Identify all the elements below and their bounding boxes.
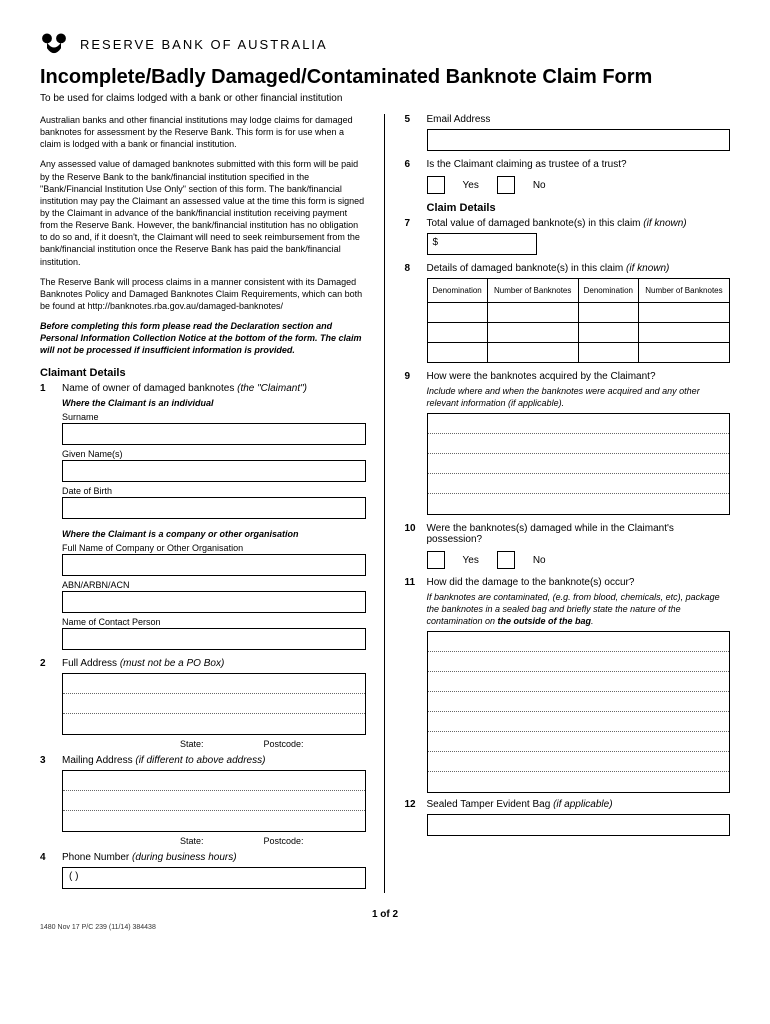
form-subtitle: To be used for claims lodged with a bank…	[40, 93, 730, 104]
full-address-input[interactable]	[62, 673, 366, 735]
intro-p1: Australian banks and other financial ins…	[40, 114, 366, 150]
table-row[interactable]	[427, 343, 730, 363]
email-input[interactable]	[427, 129, 731, 151]
q10-text: Were the banknotes(s) damaged while in t…	[427, 523, 731, 545]
q7-text: Total value of damaged banknote(s) in th…	[427, 218, 731, 229]
q11-input[interactable]	[427, 631, 731, 793]
dob-input[interactable]	[62, 497, 366, 519]
q7-num: 7	[405, 218, 419, 229]
abn-label: ABN/ARBN/ACN	[62, 580, 366, 590]
surname-input[interactable]	[62, 423, 366, 445]
intro-p4: Before completing this form please read …	[40, 320, 366, 356]
q12-text: Sealed Tamper Evident Bag (if applicable…	[427, 799, 731, 810]
q6-yes-label: Yes	[463, 180, 479, 191]
q6-yes-checkbox[interactable]	[427, 176, 445, 194]
q10-num: 10	[405, 523, 419, 545]
org-name-input[interactable]	[62, 554, 366, 576]
q4-num: 4	[40, 852, 54, 863]
q1-num: 1	[40, 383, 54, 394]
q11-num: 11	[405, 577, 419, 588]
q1-individual-label: Where the Claimant is an individual	[62, 398, 366, 408]
form-title: Incomplete/Badly Damaged/Contaminated Ba…	[40, 66, 730, 89]
q5-text: Email Address	[427, 114, 731, 125]
abn-input[interactable]	[62, 591, 366, 613]
footer-code: 1480 Nov 17 P/C 239 (11/14) 384438	[40, 924, 730, 931]
q1-text: Name of owner of damaged banknotes (the …	[62, 383, 366, 394]
q12-num: 12	[405, 799, 419, 810]
q9-num: 9	[405, 371, 419, 382]
table-header-row: DenominationNumber of BanknotesDenominat…	[427, 279, 730, 303]
intro-p2: Any assessed value of damaged banknotes …	[40, 158, 366, 267]
addr-sublabels: State:Postcode:	[180, 739, 366, 749]
claim-details-header: Claim Details	[427, 202, 731, 214]
banknote-details-table[interactable]: DenominationNumber of BanknotesDenominat…	[427, 278, 731, 363]
q4-text: Phone Number (during business hours)	[62, 852, 366, 863]
q8-num: 8	[405, 263, 419, 274]
q6-text: Is the Claimant claiming as trustee of a…	[427, 159, 731, 170]
right-column: 5 Email Address 6 Is the Claimant claimi…	[405, 114, 731, 893]
rba-logo-icon	[40, 30, 68, 58]
q2-text: Full Address (must not be a PO Box)	[62, 658, 366, 669]
q10-no-label: No	[533, 555, 546, 566]
left-column: Australian banks and other financial ins…	[40, 114, 385, 893]
q10-yes-checkbox[interactable]	[427, 551, 445, 569]
given-names-input[interactable]	[62, 460, 366, 482]
q10-yes-label: Yes	[463, 555, 479, 566]
q8-text: Details of damaged banknote(s) in this c…	[427, 263, 731, 274]
table-row[interactable]	[427, 303, 730, 323]
mail-sublabels: State:Postcode:	[180, 836, 366, 846]
intro-p3: The Reserve Bank will process claims in …	[40, 276, 366, 312]
q10-no-checkbox[interactable]	[497, 551, 515, 569]
page-number: 1 of 2	[40, 909, 730, 920]
given-names-label: Given Name(s)	[62, 449, 366, 459]
q6-no-label: No	[533, 180, 546, 191]
contact-input[interactable]	[62, 628, 366, 650]
q12-input[interactable]	[427, 814, 731, 836]
q9-text: How were the banknotes acquired by the C…	[427, 371, 731, 382]
surname-label: Surname	[62, 412, 366, 422]
q6-num: 6	[405, 159, 419, 170]
claimant-details-header: Claimant Details	[40, 367, 366, 379]
q6-no-checkbox[interactable]	[497, 176, 515, 194]
q11-text: How did the damage to the banknote(s) oc…	[427, 577, 731, 588]
table-row[interactable]	[427, 323, 730, 343]
header: RESERVE BANK OF AUSTRALIA	[40, 30, 730, 58]
org-name-label: Full Name of Company or Other Organisati…	[62, 543, 366, 553]
phone-input[interactable]: ( )	[62, 867, 366, 889]
q3-num: 3	[40, 755, 54, 766]
bank-name: RESERVE BANK OF AUSTRALIA	[80, 37, 328, 52]
q9-input[interactable]	[427, 413, 731, 515]
q5-num: 5	[405, 114, 419, 125]
q1-org-label: Where the Claimant is a company or other…	[62, 529, 366, 539]
mailing-address-input[interactable]	[62, 770, 366, 832]
q9-hint: Include where and when the banknotes wer…	[427, 386, 731, 409]
q2-num: 2	[40, 658, 54, 669]
total-value-input[interactable]: $	[427, 233, 537, 255]
contact-label: Name of Contact Person	[62, 617, 366, 627]
dob-label: Date of Birth	[62, 486, 366, 496]
q3-text: Mailing Address (if different to above a…	[62, 755, 366, 766]
q11-hint: If banknotes are contaminated, (e.g. fro…	[427, 592, 731, 627]
